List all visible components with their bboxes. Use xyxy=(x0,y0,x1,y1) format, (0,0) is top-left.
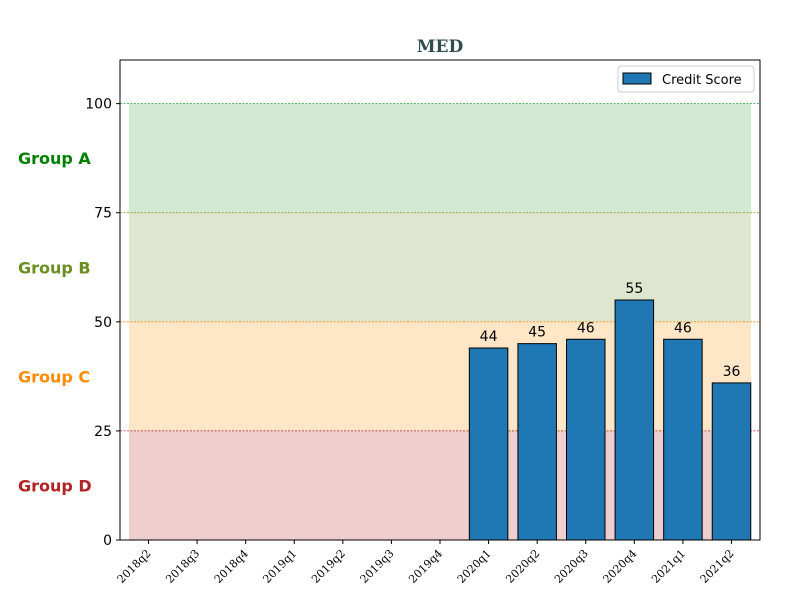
data-labels: 44 45 46 55 46 36 xyxy=(480,281,741,380)
data-label-2021q1: 46 xyxy=(674,320,692,336)
legend-label: Credit Score xyxy=(662,73,742,88)
y-tick-label-0: 0 xyxy=(103,533,112,549)
x-tick-label-2018q4: 2018q4 xyxy=(212,547,251,586)
legend-swatch xyxy=(622,72,652,85)
y-tick-label-100: 100 xyxy=(85,97,112,113)
bar-2021q2 xyxy=(711,382,752,541)
bar-2020q1 xyxy=(468,347,509,541)
group-label-group-d: Group D xyxy=(18,476,92,495)
x-tick-label-2019q3: 2019q3 xyxy=(358,547,397,586)
x-tick-label-2021q2: 2021q2 xyxy=(698,547,737,586)
chart-title: MED xyxy=(417,37,464,57)
group-labels: Group A Group B Group C Group D xyxy=(18,149,92,495)
y-tick-label-25: 25 xyxy=(94,424,112,440)
x-tick-label-2019q2: 2019q2 xyxy=(309,547,348,586)
x-tick-label-2020q2: 2020q2 xyxy=(503,547,542,586)
bar-2020q3 xyxy=(566,338,606,541)
data-label-2020q4: 55 xyxy=(625,281,643,297)
group-label-group-b: Group B xyxy=(18,258,91,277)
bar-2020q2 xyxy=(517,343,557,541)
legend-box xyxy=(617,65,755,93)
group-label-group-a: Group A xyxy=(18,149,91,168)
band-group-c xyxy=(129,321,751,431)
bars xyxy=(468,299,752,541)
y-tick-label-50: 50 xyxy=(94,315,112,331)
x-tick-label-2020q1: 2020q1 xyxy=(455,547,494,586)
y-tick-label-75: 75 xyxy=(94,206,112,222)
band-group-b xyxy=(129,212,751,322)
x-tick-label-2020q3: 2020q3 xyxy=(552,547,591,586)
x-tick-label-2020q4: 2020q4 xyxy=(601,547,640,586)
legend: Credit Score xyxy=(617,65,755,93)
data-label-2020q2: 45 xyxy=(528,325,546,341)
band-group-a xyxy=(129,103,751,213)
data-label-2021q2: 36 xyxy=(723,364,741,380)
bar-2021q1 xyxy=(663,338,703,541)
x-tick-label-2019q1: 2019q1 xyxy=(260,547,299,586)
x-tick-label-2019q4: 2019q4 xyxy=(406,547,445,586)
x-tick-label-2018q3: 2018q3 xyxy=(163,547,202,586)
data-label-2020q1: 44 xyxy=(480,329,498,345)
data-label-2020q3: 46 xyxy=(577,320,595,336)
x-tick-label-2021q1: 2021q1 xyxy=(649,547,688,586)
x-tick-label-2018q2: 2018q2 xyxy=(115,547,154,586)
band-group-d xyxy=(129,430,751,540)
group-label-group-c: Group C xyxy=(18,367,90,386)
bar-2020q4 xyxy=(614,299,655,541)
